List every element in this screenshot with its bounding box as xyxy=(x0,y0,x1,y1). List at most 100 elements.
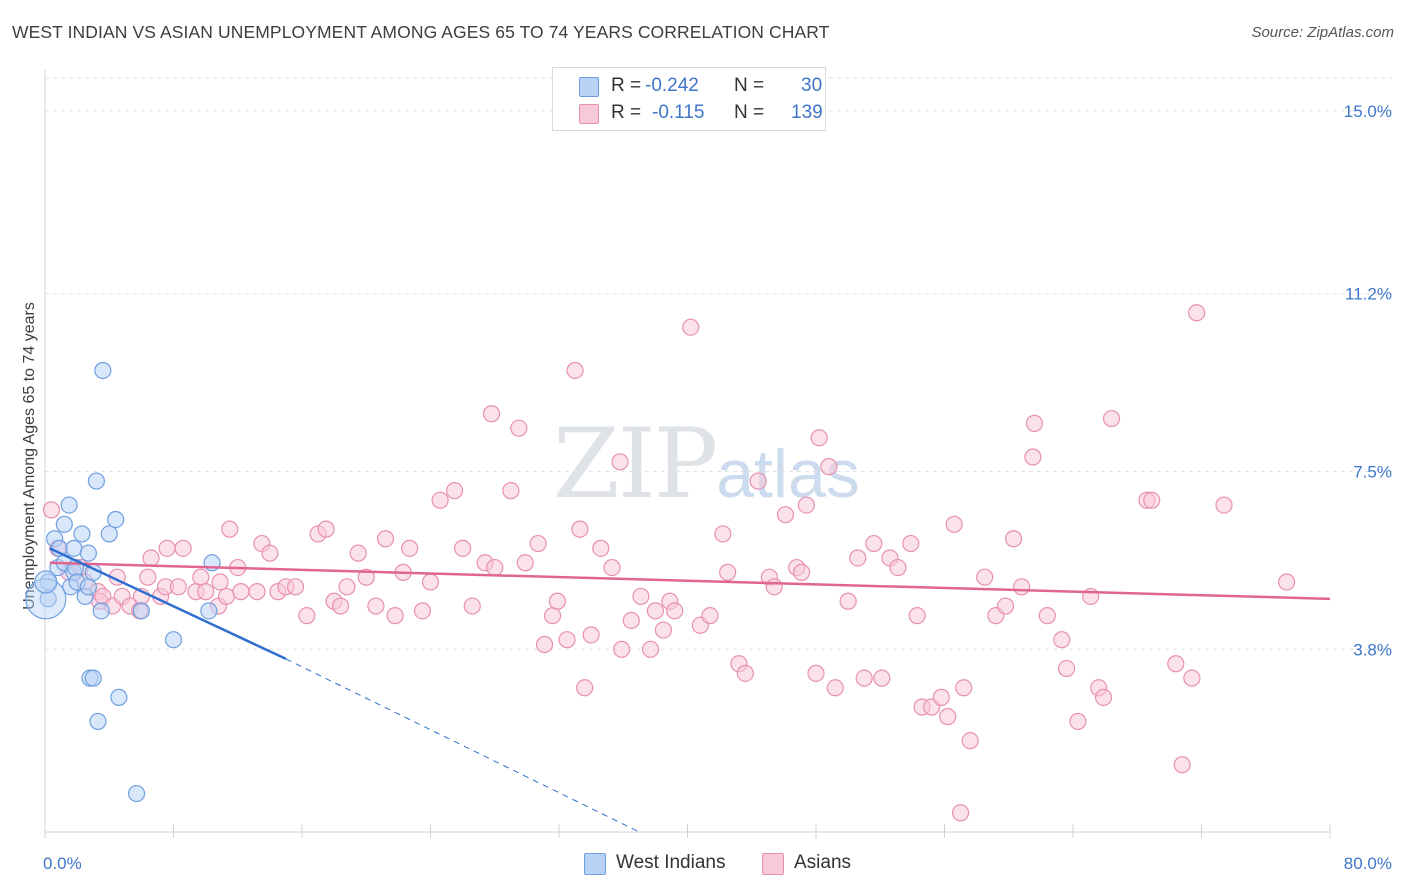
west-indian-point xyxy=(132,602,150,620)
asian-point xyxy=(445,482,464,500)
west-indian-point xyxy=(55,515,73,533)
asian-point xyxy=(961,732,979,750)
asian-point xyxy=(826,679,844,697)
asian-point xyxy=(976,568,994,586)
asian-point xyxy=(535,635,554,654)
asian-point xyxy=(413,602,432,620)
asian-point xyxy=(576,679,594,697)
west-indian-point xyxy=(60,496,78,514)
asian-point xyxy=(1143,491,1161,509)
asian-point xyxy=(613,640,631,658)
asian-point xyxy=(682,318,700,336)
asian-point xyxy=(510,419,528,437)
asian-point xyxy=(592,539,610,557)
asian-point xyxy=(1069,712,1087,731)
axes xyxy=(44,70,1331,838)
asian-trend-line xyxy=(49,561,1331,601)
west-indian-points xyxy=(25,361,221,803)
asian-point xyxy=(158,539,176,557)
west-indian-point xyxy=(127,784,146,803)
asian-point xyxy=(603,558,621,577)
west-indian-point xyxy=(110,688,128,706)
asian-point xyxy=(548,592,566,610)
x-tick-label-end: 80.0% xyxy=(1344,854,1392,873)
asian-point xyxy=(558,631,576,649)
asian-point xyxy=(139,568,157,586)
asian-point xyxy=(486,558,504,577)
asian-point xyxy=(839,592,857,610)
bottom-legend-label-west-indians: West Indians xyxy=(616,852,726,873)
asian-point xyxy=(865,534,883,553)
legend-swatch-asians xyxy=(579,104,599,124)
legend-r-label: R = xyxy=(611,102,642,123)
asian-point xyxy=(211,573,229,591)
legend-r-label: R = xyxy=(611,75,642,96)
asian-point xyxy=(1053,631,1071,649)
asian-point xyxy=(338,578,356,596)
asian-point xyxy=(873,669,891,687)
asian-point xyxy=(611,453,629,471)
asian-point xyxy=(197,583,215,601)
asian-point xyxy=(261,544,279,562)
asian-point xyxy=(855,669,873,687)
asian-point xyxy=(331,597,350,615)
asian-point xyxy=(996,597,1015,615)
tick-labels: 3.8% 7.5% 11.2% 15.0% 0.0% 80.0% xyxy=(43,102,1392,873)
asian-point xyxy=(945,515,963,533)
west-indian-point xyxy=(200,602,218,620)
west-indian-point xyxy=(100,525,118,543)
asian-point xyxy=(571,520,589,538)
asian-point xyxy=(1038,607,1056,625)
asian-point xyxy=(192,568,210,586)
asian-point xyxy=(1183,669,1201,687)
asian-point xyxy=(1012,578,1031,596)
legend-swatch-west-indians xyxy=(579,77,599,97)
grid-lines xyxy=(45,77,1392,650)
asian-point xyxy=(736,664,754,682)
asian-point xyxy=(955,679,973,697)
asian-point xyxy=(646,602,664,620)
asian-point xyxy=(820,458,838,476)
asian-point xyxy=(386,607,404,625)
asian-point xyxy=(1188,304,1206,322)
asian-point xyxy=(807,664,825,682)
asian-point xyxy=(142,549,160,567)
west-indian-point xyxy=(107,510,125,529)
asian-point xyxy=(169,578,187,596)
legend-r-value: -0.115 xyxy=(652,102,705,123)
bottom-legend-swatch-asians xyxy=(762,853,784,875)
asian-point xyxy=(810,429,828,447)
asian-points xyxy=(42,304,1296,822)
y-tick-label: 11.2% xyxy=(1345,285,1392,304)
asian-point xyxy=(1167,655,1185,673)
bottom-legend-label-asians: Asians xyxy=(794,852,852,873)
asian-point xyxy=(714,525,732,543)
asian-point xyxy=(1215,496,1233,514)
y-tick-label: 15.0% xyxy=(1344,102,1392,121)
asian-point xyxy=(776,506,795,524)
asian-point xyxy=(217,587,236,606)
west-indian-point xyxy=(84,669,102,687)
asian-point xyxy=(1102,409,1121,428)
asian-point xyxy=(654,621,673,639)
asian-point xyxy=(1278,573,1296,591)
asian-point xyxy=(1173,756,1191,774)
asian-point xyxy=(641,640,660,658)
west-indian-point xyxy=(79,544,97,562)
asian-point xyxy=(421,573,440,591)
watermark: ZIPatlas xyxy=(553,408,860,520)
asian-point xyxy=(797,496,815,514)
west-indian-point xyxy=(164,631,183,649)
legend: R = -0.242 N = 30 R = -0.115 N = 139 xyxy=(552,67,826,131)
asian-point xyxy=(431,491,449,509)
chart-source: Source: ZipAtlas.com xyxy=(1251,24,1394,41)
asian-point xyxy=(622,611,640,630)
asian-point xyxy=(349,544,367,562)
asian-point xyxy=(902,534,920,553)
asian-point xyxy=(298,607,316,625)
legend-n-label: N = xyxy=(734,102,765,123)
asian-point xyxy=(849,549,867,567)
asian-point xyxy=(701,607,719,625)
west-indian-point xyxy=(73,525,91,543)
